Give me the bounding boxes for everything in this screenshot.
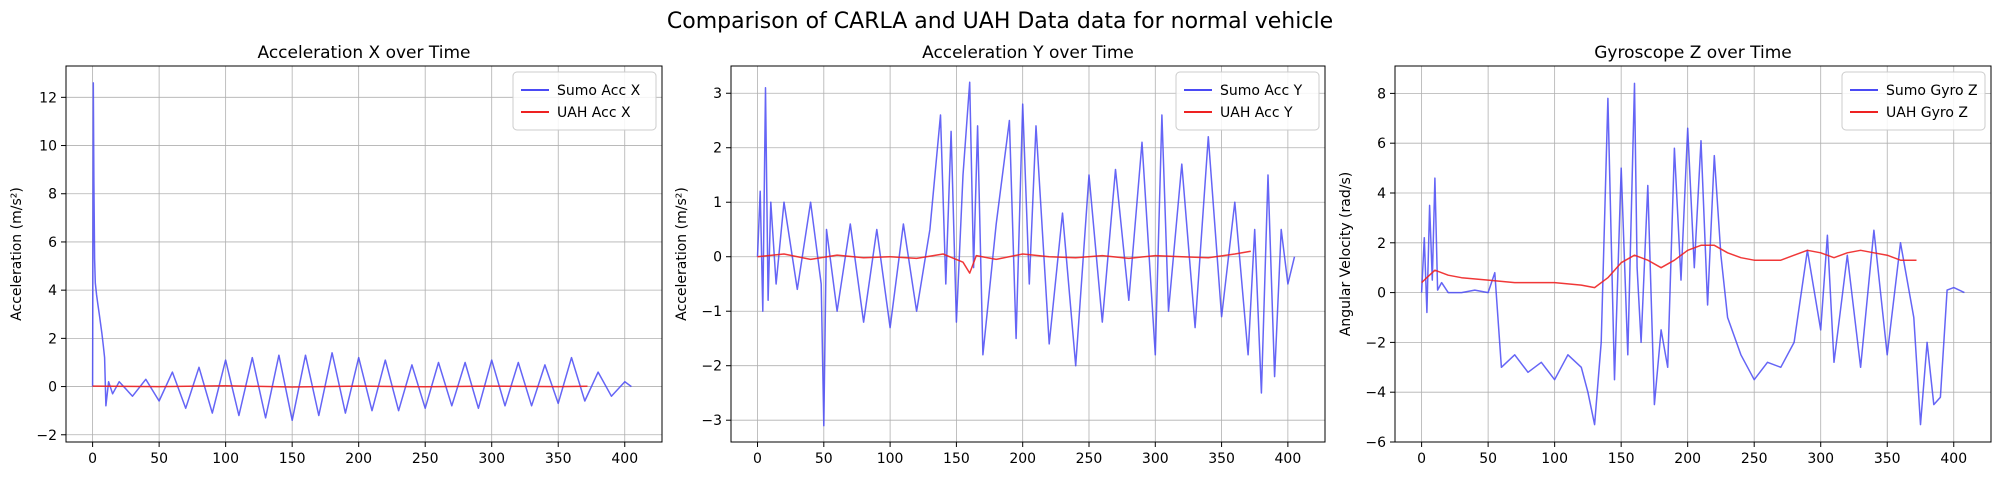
legend-box [1175,71,1320,131]
x-tick-label: 400 [1940,451,1967,467]
y-tick-label: 2 [48,331,57,347]
x-tick-label: 200 [1009,451,1036,467]
y-tick-label: 4 [48,283,57,299]
x-tick-label: 400 [611,451,638,467]
y-tick-label: −2 [701,359,722,375]
y-tick-label: −6 [1365,435,1386,451]
y-tick-label: 2 [713,141,722,157]
subplot-1: 0 50 100 150 200 250 300 350 400 −2 0 2 4 6 8 10 12 Accel… [9,43,663,467]
y-tick-label: 2 [1377,236,1386,252]
legend-box [1841,71,1986,131]
x-tick-label: 200 [345,451,372,467]
y-tick-label: 0 [48,380,57,396]
x-tick-label: 150 [943,451,970,467]
x-tick-label: 100 [877,451,904,467]
y-tick-label: 0 [713,250,722,266]
series-line-sumo [1420,82,1965,426]
y-tick-label: −2 [1365,335,1386,351]
subplot-2: 0 50 100 150 200 250 300 350 400 −3 −2 −1 0 1 2 3 Accele… [674,43,1326,467]
subplot-title: Gyroscope Z over Time [1594,43,1791,63]
x-tick-label: 300 [1807,451,1834,467]
legend: Sumo Acc X UAH Acc X [512,71,657,131]
y-axis-label: Acceleration (m/s²) [9,187,25,321]
x-tick-label: 200 [1674,451,1701,467]
figure-title: Comparison of CARLA and UAH Data data fo… [667,9,1333,34]
x-tick-label: 350 [1874,451,1901,467]
y-axis-label: Angular Velocity (rad/s) [1338,172,1354,336]
x-tick-label: 250 [412,451,439,467]
y-tick-label: 1 [713,195,722,211]
x-tick-label: 0 [88,451,97,467]
x-tick-label: 400 [1275,451,1302,467]
x-tick-label: 150 [279,451,306,467]
legend-label: UAH Gyro Z [1886,105,1968,121]
x-tick-label: 250 [1741,451,1768,467]
y-tick-label: −3 [701,413,722,429]
y-tick-label: 8 [1377,86,1386,102]
axes-frame [1394,65,1992,443]
series-line-uah [92,385,588,388]
y-tick-label: 12 [39,90,57,106]
legend: Sumo Acc Y UAH Acc Y [1175,71,1320,131]
legend-label: Sumo Gyro Z [1886,83,1978,99]
legend: Sumo Gyro Z UAH Gyro Z [1841,71,1986,131]
x-tick-label: 50 [815,451,833,467]
subplot-title: Acceleration X over Time [257,43,470,63]
series-line-sumo [756,81,1296,427]
y-tick-label: 0 [1377,286,1386,302]
legend-label: UAH Acc X [557,105,631,121]
subplot-3: 0 50 100 150 200 250 300 350 400 −6 −4 −2 0 2 4 6 8 Gyros… [1338,43,1992,467]
y-tick-label: −2 [36,428,57,444]
y-tick-label: 4 [1377,186,1386,202]
x-tick-label: 100 [1541,451,1568,467]
x-tick-label: 350 [1208,451,1235,467]
subplot-title: Acceleration Y over Time [922,43,1134,63]
x-tick-label: 0 [753,451,762,467]
axes-frame [65,65,663,443]
series-line-uah [757,250,1251,274]
y-axis-label: Acceleration (m/s²) [674,187,690,321]
x-tick-label: 0 [1417,451,1426,467]
y-tick-label: 3 [713,86,722,102]
x-tick-label: 300 [1142,451,1169,467]
legend-label: Sumo Acc Y [1220,83,1303,99]
legend-label: Sumo Acc X [557,83,641,99]
y-tick-label: −4 [1365,385,1386,401]
y-tick-label: 6 [1377,136,1386,152]
x-tick-label: 50 [1479,451,1497,467]
subplots: 0 50 100 150 200 250 300 350 400−2024681012Accel… [9,43,1992,467]
axes-frame [730,65,1326,443]
legend-box [512,71,657,131]
x-tick-label: 150 [1608,451,1635,467]
x-tick-label: 100 [212,451,239,467]
legend-label: UAH Acc Y [1220,105,1293,121]
x-tick-label: 50 [150,451,168,467]
y-tick-label: 10 [39,139,57,155]
y-tick-label: 8 [48,187,57,203]
x-tick-label: 350 [545,451,572,467]
series-line-sumo [91,82,632,422]
x-tick-label: 250 [1076,451,1103,467]
y-tick-label: 6 [48,235,57,251]
series-line-uah [1421,244,1917,289]
y-tick-label: −1 [701,304,722,320]
x-tick-label: 300 [478,451,505,467]
